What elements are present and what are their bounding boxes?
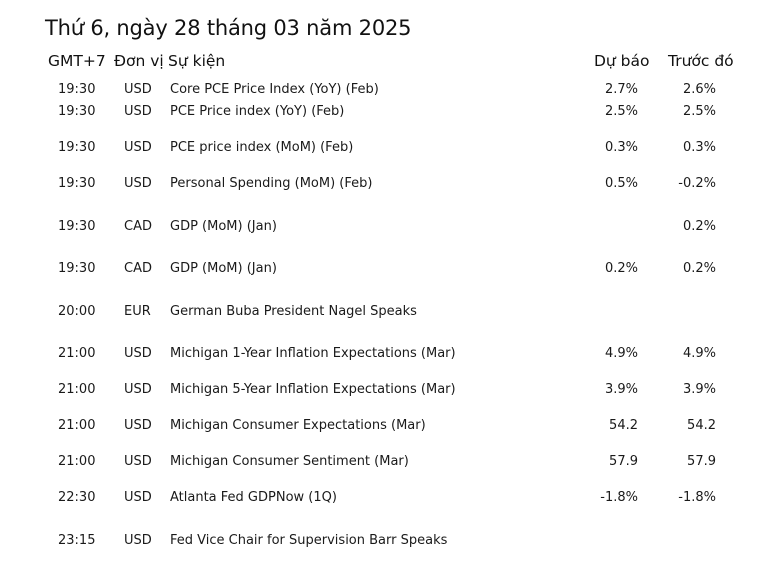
event-previous: 0.3% <box>682 140 716 155</box>
event-time: 23:15 <box>58 533 96 548</box>
event-previous: 3.9% <box>682 382 716 397</box>
column-header-timezone: GMT+7 <box>48 52 106 70</box>
column-header-unit: Đơn vị <box>114 52 164 70</box>
table-row: 21:00 USD Michigan 1-Year Inflation Expe… <box>0 346 780 366</box>
event-previous: 2.6% <box>682 82 716 97</box>
event-previous: -0.2% <box>678 176 716 191</box>
event-currency: CAD <box>124 219 152 234</box>
event-time: 21:00 <box>58 346 96 361</box>
event-currency: USD <box>124 346 152 361</box>
event-previous: 54.2 <box>687 418 716 433</box>
event-name: Michigan 5-Year Inflation Expectations (… <box>170 382 456 397</box>
table-row: 21:00 USD Michigan Consumer Sentiment (M… <box>0 454 780 474</box>
event-previous: 0.2% <box>682 261 716 276</box>
column-header-event: Sự kiện <box>168 52 226 70</box>
event-time: 19:30 <box>58 261 96 276</box>
event-previous: 2.5% <box>682 104 716 119</box>
event-currency: USD <box>124 533 152 548</box>
event-name: GDP (MoM) (Jan) <box>170 261 277 276</box>
event-time: 19:30 <box>58 104 96 119</box>
event-time: 22:30 <box>58 490 96 505</box>
event-time: 20:00 <box>58 304 96 319</box>
table-row: 19:30 CAD GDP (MoM) (Jan) 0.2% 0.2% <box>0 261 780 281</box>
event-name: Personal Spending (MoM) (Feb) <box>170 176 373 191</box>
table-row: 22:30 USD Atlanta Fed GDPNow (1Q) -1.8% … <box>0 490 780 510</box>
event-time: 19:30 <box>58 140 96 155</box>
event-currency: USD <box>124 490 152 505</box>
event-currency: USD <box>124 176 152 191</box>
event-time: 19:30 <box>58 219 96 234</box>
table-row: 19:30 CAD GDP (MoM) (Jan) 0.2% <box>0 219 780 239</box>
event-currency: USD <box>124 140 152 155</box>
event-forecast: 0.5% <box>604 176 638 191</box>
event-previous: 4.9% <box>682 346 716 361</box>
event-currency: USD <box>124 82 152 97</box>
event-time: 21:00 <box>58 418 96 433</box>
event-name: PCE Price index (YoY) (Feb) <box>170 104 345 119</box>
event-forecast: 54.2 <box>609 418 638 433</box>
event-previous: 0.2% <box>682 219 716 234</box>
event-name: Atlanta Fed GDPNow (1Q) <box>170 490 337 505</box>
event-currency: USD <box>124 454 152 469</box>
event-forecast: 0.3% <box>604 140 638 155</box>
event-currency: USD <box>124 104 152 119</box>
event-currency: EUR <box>124 304 151 319</box>
event-name: Fed Vice Chair for Supervision Barr Spea… <box>170 533 448 548</box>
table-row: 19:30 USD PCE price index (MoM) (Feb) 0.… <box>0 140 780 160</box>
table-row: 23:15 USD Fed Vice Chair for Supervision… <box>0 533 780 553</box>
event-time: 21:00 <box>58 382 96 397</box>
event-previous: 57.9 <box>687 454 716 469</box>
event-previous: -1.8% <box>678 490 716 505</box>
event-forecast: -1.8% <box>600 490 638 505</box>
event-name: Core PCE Price Index (YoY) (Feb) <box>170 82 379 97</box>
event-name: GDP (MoM) (Jan) <box>170 219 277 234</box>
event-currency: CAD <box>124 261 152 276</box>
event-forecast: 2.7% <box>604 82 638 97</box>
table-row: 20:00 EUR German Buba President Nagel Sp… <box>0 304 780 324</box>
event-name: PCE price index (MoM) (Feb) <box>170 140 354 155</box>
table-row: 19:30 USD Core PCE Price Index (YoY) (Fe… <box>0 82 780 102</box>
event-time: 19:30 <box>58 176 96 191</box>
table-row: 19:30 USD Personal Spending (MoM) (Feb) … <box>0 176 780 196</box>
table-row: 21:00 USD Michigan 5-Year Inflation Expe… <box>0 382 780 402</box>
table-row: 19:30 USD PCE Price index (YoY) (Feb) 2.… <box>0 104 780 124</box>
event-currency: USD <box>124 418 152 433</box>
event-name: Michigan Consumer Expectations (Mar) <box>170 418 426 433</box>
table-header: GMT+7 Đơn vị Sự kiện Dự báo Trước đó <box>0 52 780 76</box>
column-header-previous: Trước đó <box>668 52 734 70</box>
column-header-forecast: Dự báo <box>594 52 650 70</box>
event-forecast: 57.9 <box>609 454 638 469</box>
page-title: Thứ 6, ngày 28 tháng 03 năm 2025 <box>45 16 412 40</box>
event-forecast: 4.9% <box>604 346 638 361</box>
event-currency: USD <box>124 382 152 397</box>
event-name: Michigan 1-Year Inflation Expectations (… <box>170 346 456 361</box>
table-row: 21:00 USD Michigan Consumer Expectations… <box>0 418 780 438</box>
event-name: German Buba President Nagel Speaks <box>170 304 417 319</box>
event-forecast: 3.9% <box>604 382 638 397</box>
event-time: 19:30 <box>58 82 96 97</box>
event-time: 21:00 <box>58 454 96 469</box>
event-forecast: 0.2% <box>604 261 638 276</box>
event-forecast: 2.5% <box>604 104 638 119</box>
event-name: Michigan Consumer Sentiment (Mar) <box>170 454 409 469</box>
